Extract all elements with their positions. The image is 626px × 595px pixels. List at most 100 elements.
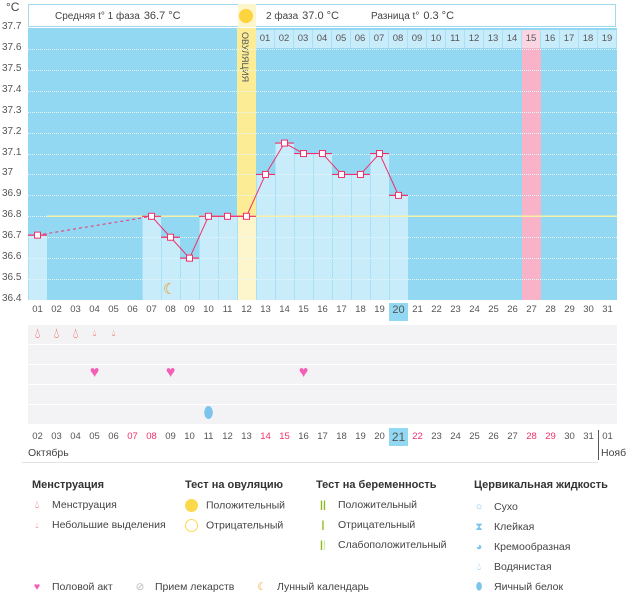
post-ovulation-day: 11 [446, 30, 465, 48]
date-label[interactable]: 30 [564, 431, 575, 442]
date-label[interactable]: 09 [165, 431, 176, 442]
legend-label: Небольшие выделения [52, 519, 166, 531]
date-label[interactable]: 14 [260, 431, 271, 442]
date-label[interactable]: 13 [241, 431, 252, 442]
cycle-day-label[interactable]: 09 [184, 304, 195, 315]
cycle-day-label[interactable]: 06 [127, 304, 138, 315]
cycle-day-label[interactable]: 16 [317, 304, 328, 315]
post-ovulation-day: 03 [294, 30, 313, 48]
date-label[interactable]: 31 [583, 431, 594, 442]
gridline [28, 237, 617, 239]
heart-icon[interactable]: ♥ [89, 364, 100, 381]
cycle-day-label[interactable]: 13 [260, 304, 271, 315]
gridline [28, 258, 617, 260]
cycle-day-label[interactable]: 11 [222, 304, 233, 315]
gridline [28, 90, 617, 92]
date-label[interactable]: 22 [412, 431, 423, 442]
date-label[interactable]: 29 [545, 431, 556, 442]
cycle-day-label[interactable]: 14 [279, 304, 290, 315]
current-cycle-day[interactable]: 20 [389, 303, 408, 321]
cycle-day-label[interactable]: 01 [32, 304, 43, 315]
cycle-day-label[interactable]: 08 [165, 304, 176, 315]
date-label[interactable]: 05 [89, 431, 100, 442]
date-label[interactable]: 24 [450, 431, 461, 442]
date-label[interactable]: 15 [279, 431, 290, 442]
cycle-day-label[interactable]: 04 [89, 304, 100, 315]
temperature-point [148, 212, 155, 220]
legend-label: Кремообразная [494, 541, 571, 553]
egg-white-icon[interactable]: ⬮ [203, 405, 214, 422]
post-ovulation-day: 13 [484, 30, 503, 48]
date-label[interactable]: 19 [355, 431, 366, 442]
date-label[interactable]: 04 [70, 431, 81, 442]
current-date[interactable]: 21 [389, 428, 408, 446]
date-label[interactable]: 12 [222, 431, 233, 442]
date-label[interactable]: 11 [203, 431, 214, 442]
date-label[interactable]: 17 [317, 431, 328, 442]
heart-icon[interactable]: ♥ [165, 364, 176, 381]
date-label[interactable]: 10 [184, 431, 195, 442]
cycle-day-label[interactable]: 29 [564, 304, 575, 315]
cycle-day-label[interactable]: 30 [583, 304, 594, 315]
cycle-day-label[interactable]: 07 [146, 304, 157, 315]
temperature-bar [370, 153, 389, 300]
temperature-point [338, 170, 345, 178]
date-label[interactable]: 26 [488, 431, 499, 442]
date-label[interactable]: 25 [469, 431, 480, 442]
post-ovulation-day: 05 [332, 30, 351, 48]
yellow-circle-icon [184, 499, 198, 512]
cycle-day-label[interactable]: 25 [488, 304, 499, 315]
date-label[interactable]: 20 [374, 431, 385, 442]
date-label[interactable]: 08 [146, 431, 157, 442]
cycle-day-label[interactable]: 27 [526, 304, 537, 315]
date-label[interactable]: 01 [602, 431, 613, 442]
cycle-day-label[interactable]: 19 [374, 304, 385, 315]
legend-dry: ○ Сухо [472, 501, 518, 513]
y-tick-label: 37.7 [2, 21, 22, 32]
cycle-day-label[interactable]: 03 [70, 304, 81, 315]
menstruation-drop-icon[interactable]: 💧︎ [34, 325, 41, 341]
spotting-drop-icon[interactable]: 💧︎ [111, 328, 116, 338]
small-blood-drop-icon: 💧︎ [35, 521, 39, 530]
date-label[interactable]: 28 [526, 431, 537, 442]
cycle-day-label[interactable]: 28 [545, 304, 556, 315]
temperature-segment [37, 215, 152, 236]
legend-cervical-title: Цервикальная жидкость [474, 479, 608, 491]
cycle-day-label[interactable]: 26 [507, 304, 518, 315]
blood-drop-icon: 💧︎ [34, 499, 40, 511]
cycle-day-label[interactable]: 10 [203, 304, 214, 315]
cycle-day-label[interactable]: 23 [450, 304, 461, 315]
temperature-point [395, 191, 402, 199]
gridline [28, 195, 617, 197]
heart-icon[interactable]: ♥ [298, 364, 309, 381]
cycle-day-label[interactable]: 22 [431, 304, 442, 315]
next-month-label: Нояб [601, 447, 626, 459]
spotting-drop-icon[interactable]: 💧︎ [92, 328, 97, 338]
date-label[interactable]: 06 [108, 431, 119, 442]
cycle-day-label[interactable]: 05 [108, 304, 119, 315]
date-label[interactable]: 18 [336, 431, 347, 442]
cycle-day-label[interactable]: 12 [241, 304, 252, 315]
cycle-day-label[interactable]: 15 [298, 304, 309, 315]
cycle-day-label[interactable]: 02 [51, 304, 62, 315]
y-unit: °C [6, 0, 20, 14]
date-label[interactable]: 27 [507, 431, 518, 442]
menstruation-drop-icon[interactable]: 💧︎ [53, 325, 60, 341]
hourglass-icon: ⧗ [475, 521, 483, 533]
temperature-bar [294, 153, 313, 300]
phase2-value: 37.0 °C [302, 10, 339, 22]
date-label[interactable]: 23 [431, 431, 442, 442]
cycle-day-label[interactable]: 24 [469, 304, 480, 315]
cycle-day-label[interactable]: 31 [602, 304, 613, 315]
cycle-day-label[interactable]: 17 [336, 304, 347, 315]
date-label[interactable]: 02 [32, 431, 43, 442]
cycle-day-label[interactable]: 18 [355, 304, 366, 315]
symptom-row [28, 385, 617, 404]
menstruation-drop-icon[interactable]: 💧︎ [72, 325, 79, 341]
date-label[interactable]: 07 [127, 431, 138, 442]
cycle-day-label[interactable]: 21 [412, 304, 423, 315]
date-label[interactable]: 03 [51, 431, 62, 442]
date-label[interactable]: 16 [298, 431, 309, 442]
legend-pregnancy-weak: || Слабоположительный [316, 539, 447, 551]
phase1-value: 36.7 °C [143, 10, 181, 22]
